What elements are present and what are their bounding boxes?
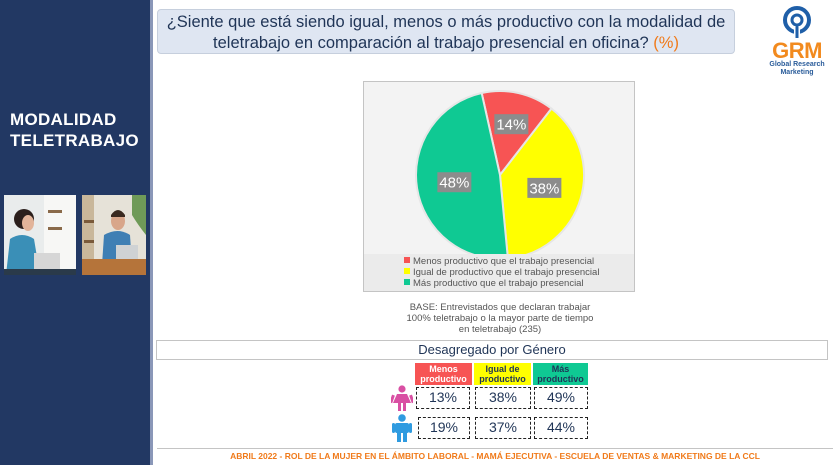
- data-label-text: 14%: [496, 117, 526, 134]
- female-icon: [391, 385, 413, 411]
- data-label-text: 38%: [529, 180, 559, 197]
- legend-item-mas: Más productivo que el trabajo presencial: [404, 278, 584, 289]
- footer-text: ABRIL 2022 - ROL DE LA MUJER EN EL ÁMBIT…: [230, 451, 760, 461]
- data-label-igual: 38%: [527, 177, 562, 198]
- logo-name: GRM: [772, 38, 822, 63]
- column-header-line1: Menos: [429, 364, 458, 374]
- base-note-line1: BASE: Entrevistados que declaran trabaja…: [409, 302, 591, 313]
- legend-label: Igual de productivo que el trabajo prese…: [413, 267, 600, 278]
- data-label-menos: 14%: [494, 114, 529, 135]
- logo-subtitle: Global Research Marketing: [762, 61, 832, 77]
- question-box: ¿Siente que está siendo igual, menos o m…: [157, 9, 735, 54]
- section-title-line2: TELETRABAJO: [10, 131, 139, 150]
- grm-logo-mark-icon: [783, 6, 811, 38]
- base-note-line2: 100% teletrabajo o la mayor parte de tie…: [406, 313, 594, 324]
- gender-breakdown-title: Desagregado por Género: [156, 340, 828, 360]
- sidebar: MODALIDAD TELETRABAJO: [0, 0, 150, 465]
- chart-legend: Menos productivo que el trabajo presenci…: [364, 254, 634, 291]
- column-header-line1: Más: [551, 364, 570, 374]
- man-working-laptop-photo: [82, 195, 146, 275]
- question-text: ¿Siente que está siendo igual, menos o m…: [166, 13, 726, 52]
- cell-female-mas: 49%: [534, 387, 588, 409]
- question-unit: (%): [653, 34, 679, 52]
- cell-male-mas: 44%: [534, 417, 588, 439]
- data-label-mas: 48%: [437, 172, 472, 193]
- legend-item-igual: Igual de productivo que el trabajo prese…: [404, 267, 599, 278]
- pie-chart-box: 14% 38% 48% Menos productivo que el trabaj…: [363, 81, 635, 292]
- question-text-wrap: ¿Siente que está siendo igual, menos o m…: [158, 10, 734, 54]
- footer-divider: [157, 448, 833, 449]
- sidebar-divider: [150, 0, 153, 465]
- male-icon: [392, 414, 412, 442]
- cell-female-igual: 38%: [475, 387, 531, 409]
- column-header-menos: Menos productivo: [415, 363, 472, 385]
- column-header-line2: productivo: [479, 374, 526, 384]
- data-label-background: [494, 114, 529, 135]
- legend-label: Menos productivo que el trabajo presenci…: [413, 256, 595, 267]
- woman-working-laptop-photo: [4, 195, 76, 275]
- legend-swatch-igual: [404, 268, 410, 274]
- base-note-line3: en teletrabajo (235): [458, 324, 542, 335]
- legend-label: Más productivo que el trabajo presencial: [413, 278, 584, 289]
- column-header-line1: Igual de: [485, 364, 520, 374]
- cell-male-menos: 19%: [418, 417, 470, 439]
- legend-swatch-menos: [404, 257, 410, 263]
- data-label-text: 48%: [439, 175, 469, 192]
- column-header-line2: productivo: [420, 374, 467, 384]
- section-title-line1: MODALIDAD: [10, 110, 117, 129]
- cell-female-menos: 13%: [416, 387, 470, 409]
- logo-subtitle-line1: Global Research: [769, 61, 825, 68]
- logo-subtitle-line2: Marketing: [780, 69, 814, 76]
- section-title: MODALIDAD TELETRABAJO: [10, 109, 139, 151]
- column-header-line2: productivo: [537, 374, 584, 384]
- cell-male-igual: 37%: [475, 417, 531, 439]
- legend-item-menos: Menos productivo que el trabajo presenci…: [404, 256, 594, 267]
- base-note: BASE: Entrevistados que declaran trabaja…: [380, 302, 620, 335]
- data-label-background: [437, 172, 472, 193]
- pie-chart: 14% 38% 48%: [415, 90, 585, 260]
- grm-logo: GRM Global Research Marketing: [762, 4, 832, 76]
- column-header-igual: Igual de productivo: [474, 363, 531, 385]
- data-label-background: [527, 177, 562, 198]
- column-header-mas: Más productivo: [533, 363, 588, 385]
- legend-swatch-mas: [404, 279, 410, 285]
